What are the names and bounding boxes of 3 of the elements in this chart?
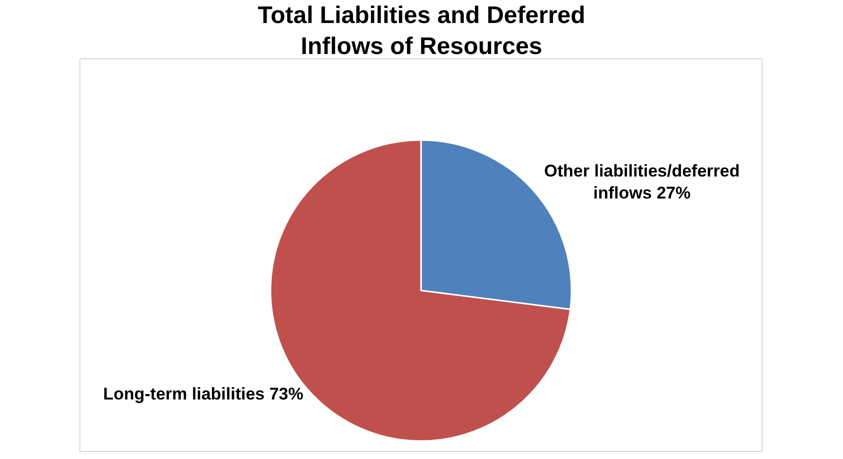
slice-label: Long-term liabilities 73% bbox=[103, 384, 304, 404]
chart-title: Total Liabilities and Deferred Inflows of Resources bbox=[258, 2, 586, 60]
slice-label: Other liabilities/deferred inflows 27% bbox=[544, 161, 740, 203]
